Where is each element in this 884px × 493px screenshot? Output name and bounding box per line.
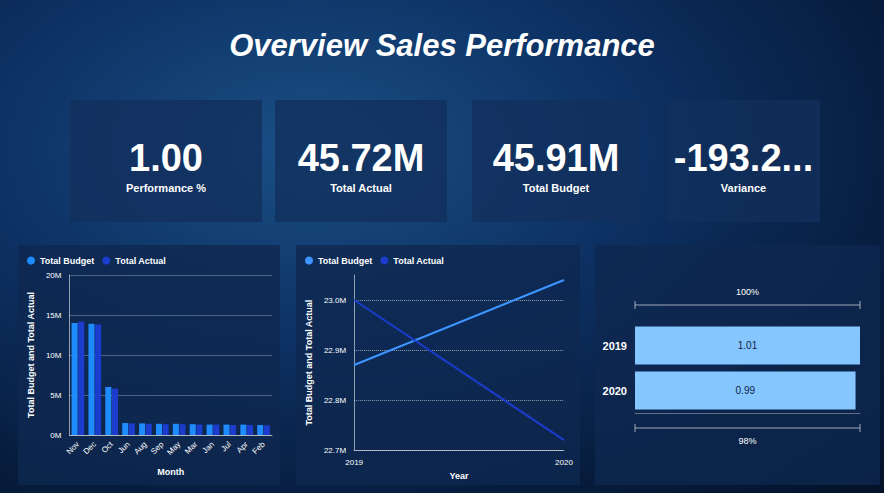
svg-text:Oct: Oct — [100, 439, 116, 455]
svg-text:Mar: Mar — [183, 440, 199, 456]
html-text:Total Budget: Total Budget — [522, 182, 590, 194]
svg-text:22.9M: 22.9M — [324, 346, 347, 355]
svg-text:Month: Month — [157, 467, 184, 477]
svg-text:May: May — [165, 440, 182, 457]
svg-text:Dec: Dec — [82, 440, 98, 456]
svg-text:100%: 100% — [736, 287, 759, 297]
svg-text:Total Budget and Total Actual: Total Budget and Total Actual — [26, 292, 36, 418]
html-text:Performance %: Performance % — [126, 182, 206, 194]
svg-text:2020: 2020 — [603, 385, 627, 397]
svg-text:Apr: Apr — [235, 440, 250, 455]
svg-text:Nov: Nov — [65, 440, 81, 456]
svg-text:Total Actual: Total Actual — [115, 256, 166, 266]
html-text:45.72M: 45.72M — [297, 137, 425, 179]
svg-text:2019: 2019 — [345, 458, 363, 467]
svg-text:Total Actual: Total Actual — [393, 256, 444, 266]
svg-text:0M: 0M — [50, 431, 61, 440]
svg-text:2019: 2019 — [603, 340, 627, 352]
svg-text:5M: 5M — [50, 391, 61, 400]
svg-text:Total Budget and Total Actual: Total Budget and Total Actual — [304, 300, 314, 426]
html-text:Total Actual: Total Actual — [330, 182, 392, 194]
html-text:Overview Sales Performance: Overview Sales Performance — [229, 28, 655, 63]
svg-text:Jun: Jun — [116, 440, 131, 455]
svg-text:Year: Year — [450, 471, 470, 481]
svg-text:15M: 15M — [46, 311, 62, 320]
svg-text:Jan: Jan — [201, 440, 216, 455]
svg-text:0.99: 0.99 — [736, 385, 756, 396]
html-text:-193.2...: -193.2... — [673, 137, 814, 179]
svg-text:Sep: Sep — [149, 439, 166, 456]
html-text:1.00: 1.00 — [129, 137, 203, 179]
svg-text:20M: 20M — [46, 271, 62, 280]
svg-text:Aug: Aug — [132, 440, 148, 456]
html-text:Variance: Variance — [720, 182, 767, 194]
svg-text:23.0M: 23.0M — [324, 296, 347, 305]
svg-text:Total Budget: Total Budget — [40, 256, 94, 266]
svg-text:Jul: Jul — [219, 440, 233, 454]
svg-text:22.8M: 22.8M — [324, 396, 347, 405]
html-text:45.91M: 45.91M — [492, 137, 620, 179]
svg-text:Feb: Feb — [251, 439, 267, 455]
svg-text:2020: 2020 — [555, 458, 573, 467]
svg-text:10M: 10M — [46, 351, 62, 360]
svg-text:22.7M: 22.7M — [324, 446, 347, 455]
svg-text:98%: 98% — [738, 436, 756, 446]
svg-text:Total Budget: Total Budget — [318, 256, 372, 266]
svg-text:1.01: 1.01 — [738, 340, 758, 351]
